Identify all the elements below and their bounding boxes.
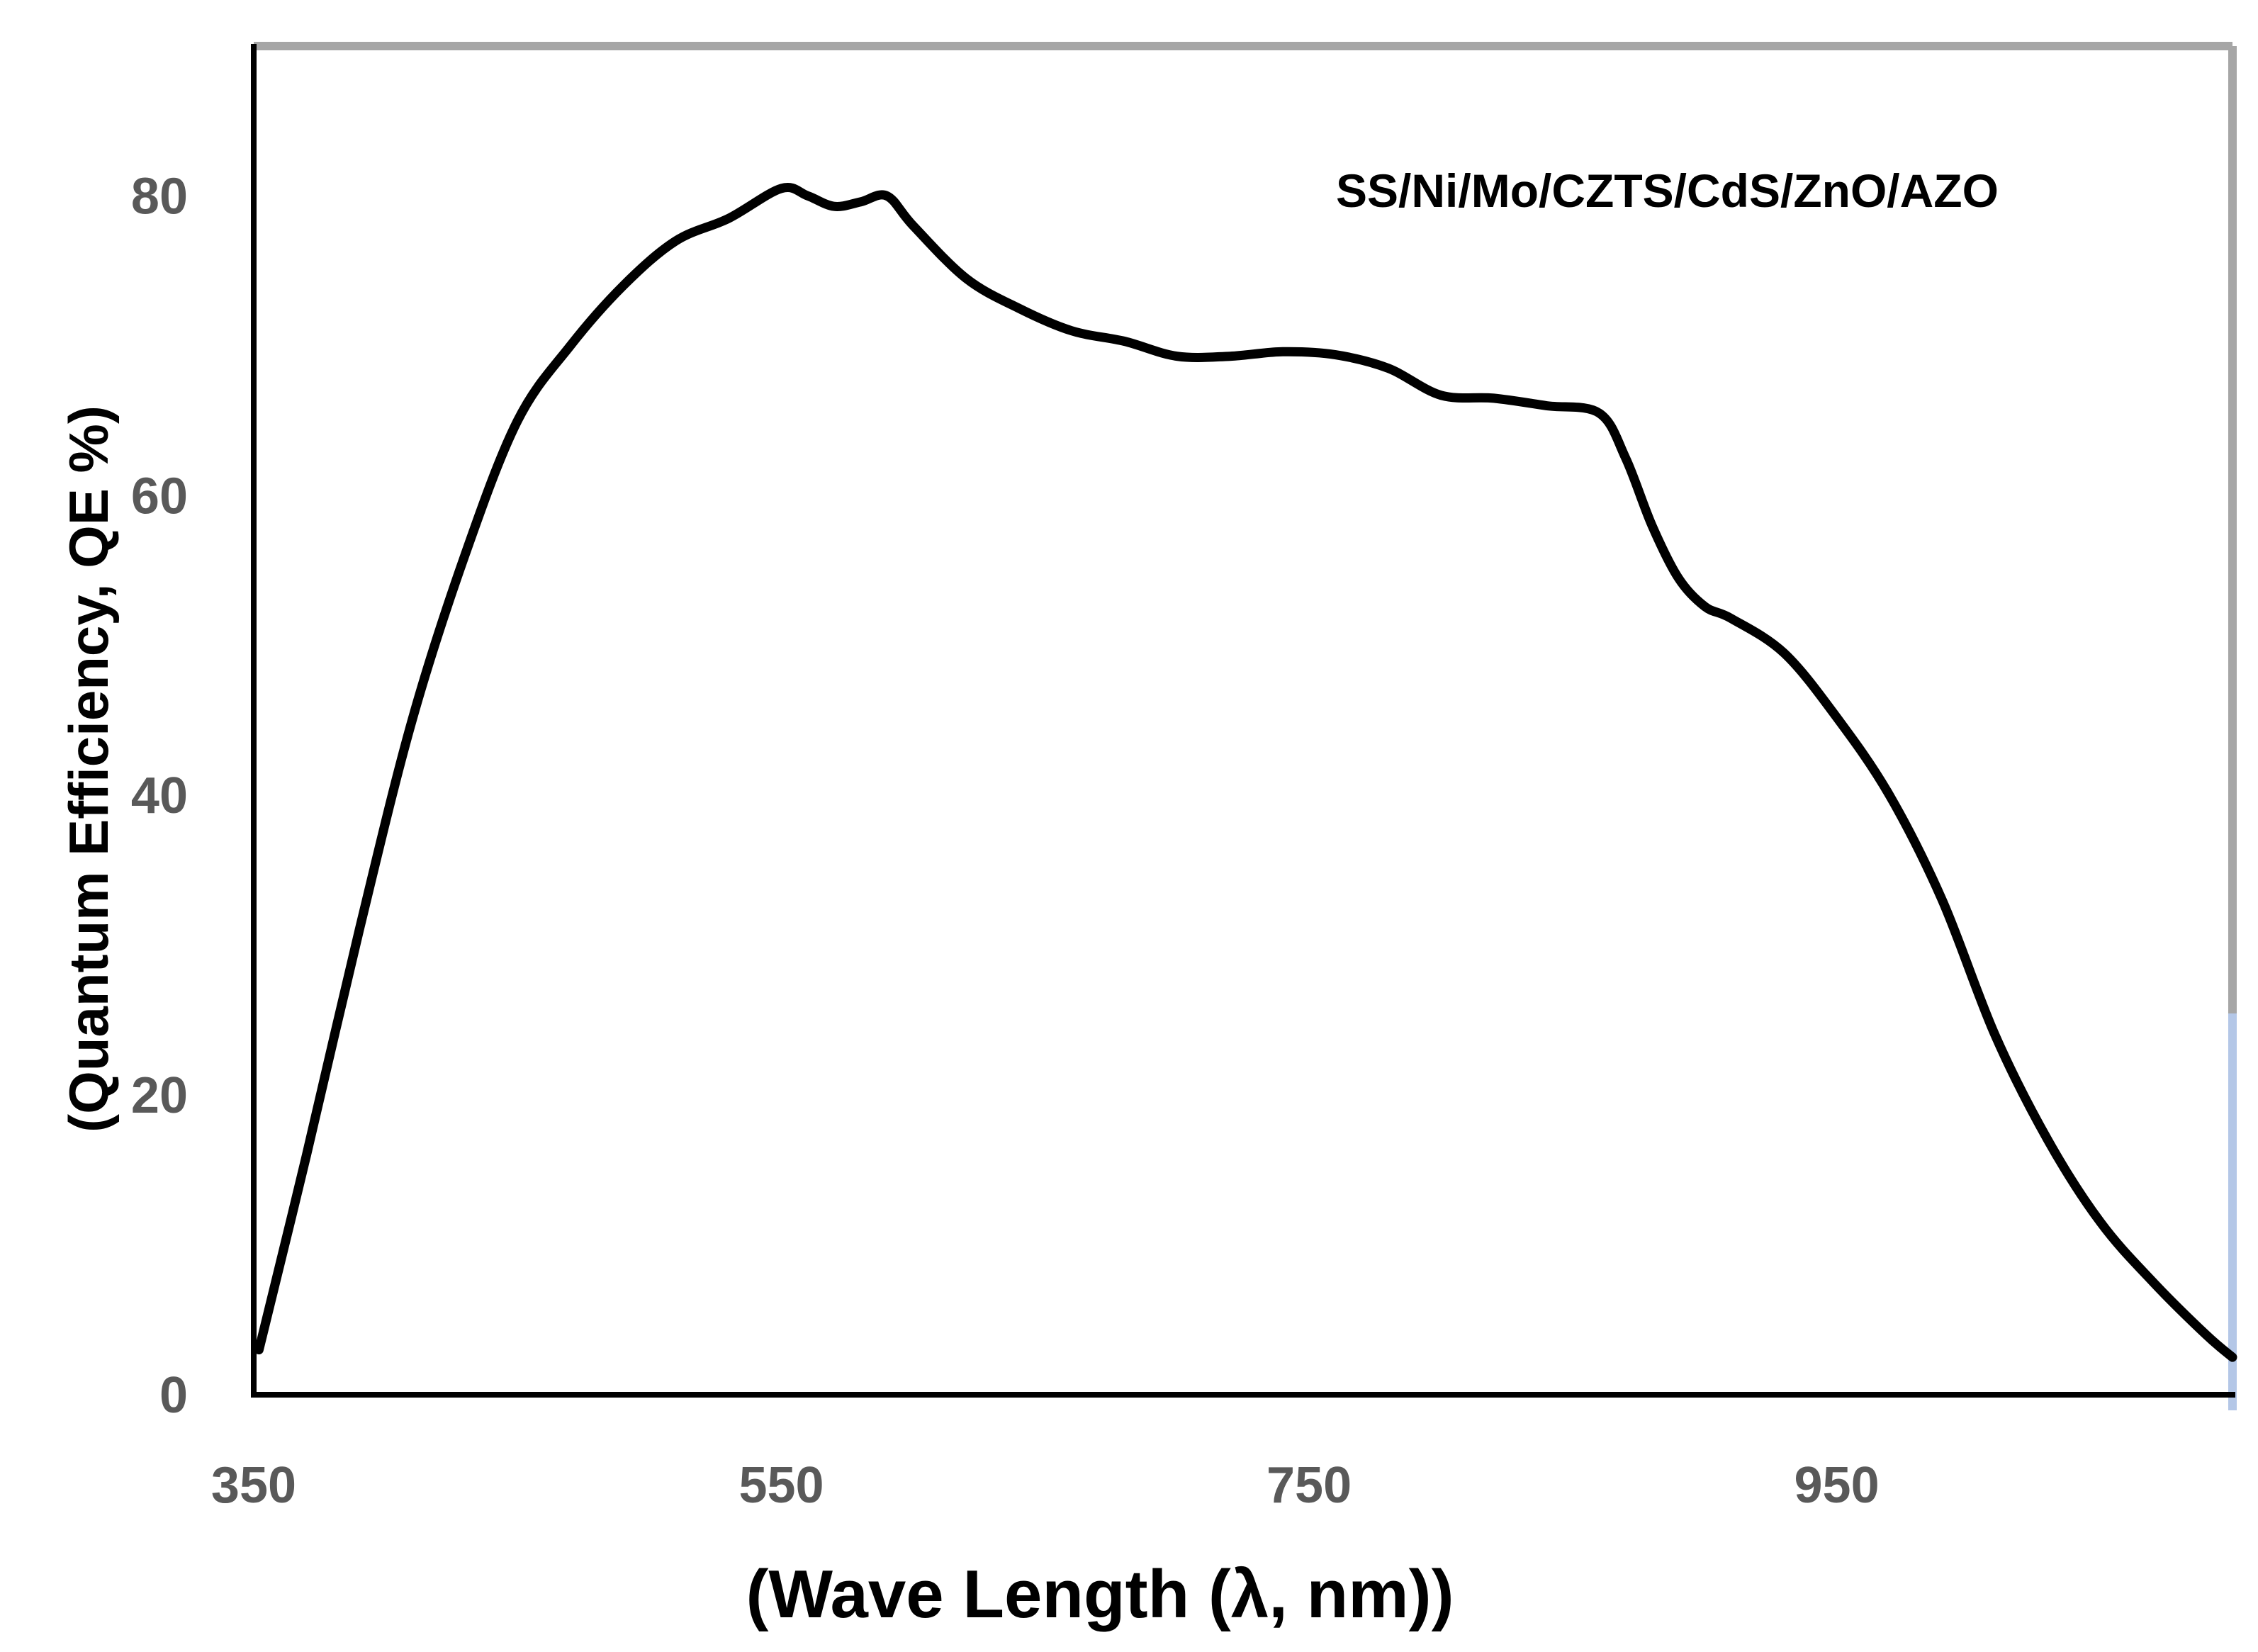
y-tick-labels: 0 20 40 60 80 [131, 168, 188, 1424]
y-tick-label: 0 [159, 1367, 188, 1424]
series-line [254, 183, 2237, 1362]
x-tick-labels: 350 550 750 950 [211, 1457, 1880, 1514]
legend-annotation: SS/Ni/Mo/CZTS/CdS/ZnO/AZO [1336, 164, 1999, 217]
y-tick-label: 60 [131, 468, 188, 524]
x-tick-label: 350 [211, 1457, 296, 1514]
y-tick-label: 20 [131, 1067, 188, 1124]
x-axis-title: (Wave Length (λ, nm)) [746, 1556, 1454, 1632]
x-tick-label: 750 [1266, 1457, 1352, 1514]
x-tick-label: 950 [1794, 1457, 1880, 1514]
y-tick-label: 80 [131, 168, 188, 225]
y-tick-label: 40 [131, 768, 188, 824]
x-tick-label: 550 [738, 1457, 824, 1514]
y-axis-title: (Quantum Efficiency, QE %) [57, 405, 120, 1133]
